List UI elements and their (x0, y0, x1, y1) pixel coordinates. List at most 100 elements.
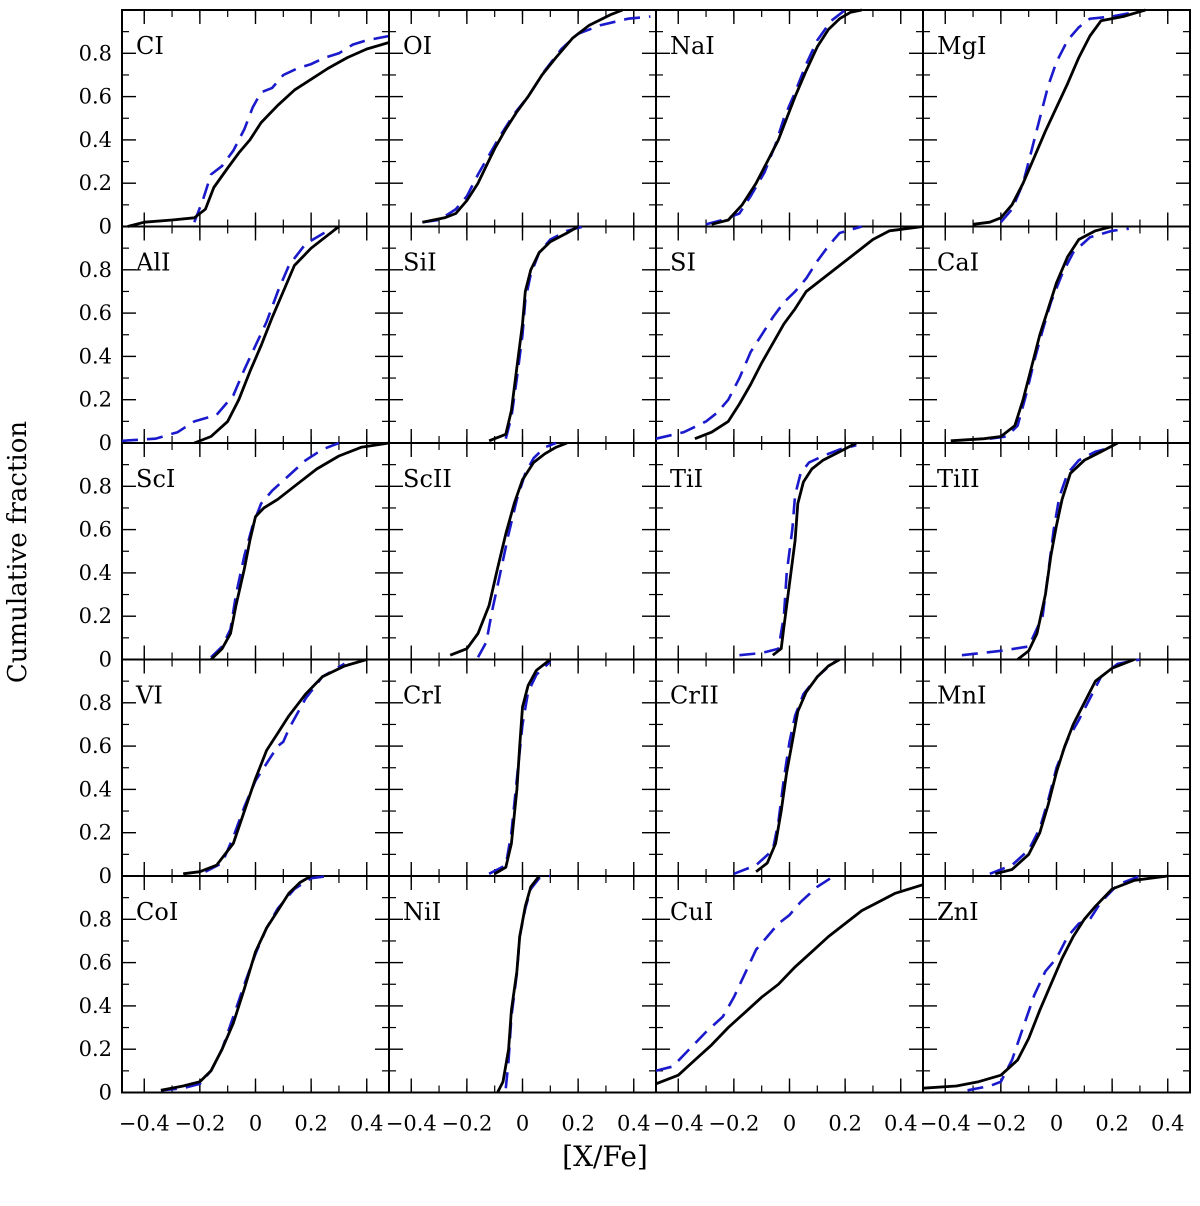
x-tick-label: −0.4 (119, 1112, 170, 1136)
y-tick-label: 0.2 (79, 171, 112, 195)
panel-MnI: MnI (922, 658, 1191, 877)
solid-series-NiI (496, 875, 541, 1094)
solid-series-CI (127, 41, 390, 228)
y-tick-label: 0.4 (79, 344, 112, 368)
panel-label-ScII: ScII (403, 465, 452, 493)
x-tick-label: 0 (1050, 1112, 1063, 1136)
x-tick-label: 0.4 (350, 1112, 383, 1136)
panel-label-TiII: TiII (937, 465, 980, 493)
solid-series-ScI (210, 441, 390, 661)
y-tick-label: 0.6 (79, 301, 112, 325)
panel-label-CI: CI (136, 32, 164, 60)
y-tick-label: 0.6 (79, 85, 112, 109)
x-tick-label: 0 (249, 1112, 262, 1136)
dashed-series-TiII (961, 446, 1113, 657)
panel-label-VI: VI (135, 682, 163, 710)
solid-series-CaI (950, 225, 1113, 443)
dashed-series-CuI (655, 874, 835, 1073)
solid-series-MgI (972, 8, 1146, 226)
solid-series-NaI (711, 8, 863, 226)
y-tick-label: 0.4 (79, 994, 112, 1018)
x-tick-label: 0.2 (294, 1112, 327, 1136)
x-tick-label: −0.4 (920, 1112, 971, 1136)
dashed-series-ZnI (967, 874, 1141, 1092)
dashed-series-CoI (160, 874, 328, 1092)
solid-series-ZnI (922, 874, 1168, 1090)
panel-label-CaI: CaI (937, 249, 979, 277)
dashed-series-MgI (999, 10, 1135, 224)
x-tick-label: 0.4 (1151, 1112, 1184, 1136)
dashed-series-NiI (504, 874, 551, 1089)
y-tick-label: 0.2 (79, 604, 112, 628)
y-tick-label: 0.8 (79, 907, 112, 931)
panel-CI: CI 0 0.2 0.4 0.6 0.8 (79, 9, 390, 239)
solid-series-CrII (755, 658, 841, 873)
dashed-series-NaI (705, 8, 846, 226)
x-tick-label: 0.4 (617, 1112, 650, 1136)
panel-label-MgI: MgI (937, 32, 986, 60)
y-tick-label: 0.4 (79, 777, 112, 801)
panel-TiII: TiII (922, 441, 1191, 661)
x-tick-label: 0.2 (561, 1112, 594, 1136)
dashed-series-ScII (476, 441, 557, 658)
panel-label-ZnI: ZnI (937, 898, 979, 926)
panel-ScI: ScI 0 0.2 0.4 0.6 0.8 (79, 441, 390, 672)
y-tick-label: 0.2 (79, 1037, 112, 1061)
y-tick-label: 0 (99, 1081, 112, 1105)
solid-series-AlI (193, 225, 340, 445)
y-tick-label: 0.6 (79, 518, 112, 542)
y-tick-label: 0.6 (79, 734, 112, 758)
panel-CaI: CaI (922, 225, 1191, 444)
y-tick-label: 0.8 (79, 41, 112, 65)
dashed-series-TiI (739, 443, 857, 657)
solid-series-MnI (994, 658, 1135, 876)
y-tick-label: 0 (99, 431, 112, 455)
x-tick-label: −0.4 (386, 1112, 437, 1136)
x-tick-label: 0 (516, 1112, 529, 1136)
y-tick-label: 0.2 (79, 388, 112, 412)
panel-label-AlI: AlI (135, 249, 171, 277)
solid-series-SI (694, 225, 924, 441)
panel-label-SI: SI (670, 249, 696, 277)
y-tick-label: 0 (99, 215, 112, 239)
panel-MgI: MgI (922, 8, 1191, 228)
dashed-series-SiI (504, 225, 585, 440)
panel-grid: CI 0 0.2 0.4 0.6 0.8 OI NaI MgI AlI 0 0.2 0.4 0.6 0.8 S… (79, 8, 1191, 1136)
panel-label-TiI: TiI (670, 465, 703, 493)
panel-CrII: CrII (655, 658, 924, 877)
panel-label-SiI: SiI (403, 249, 437, 277)
panel-label-CuI: CuI (670, 898, 713, 926)
y-tick-label: 0.8 (79, 474, 112, 498)
panel-NaI: NaI (655, 8, 924, 228)
panel-label-CrI: CrI (403, 682, 442, 710)
solid-series-OI (422, 8, 624, 224)
dashed-series-SI (655, 225, 863, 440)
y-tick-label: 0.4 (79, 128, 112, 152)
panel-VI: VI 0 0.2 0.4 0.6 0.8 (79, 658, 390, 888)
dashed-series-MnI (989, 658, 1141, 876)
panel-label-NiI: NiI (403, 898, 441, 926)
solid-series-VI (183, 658, 368, 876)
solid-series-CrI (493, 658, 552, 876)
panel-OI: OI (388, 8, 657, 228)
dashed-series-OI (422, 15, 651, 224)
y-tick-label: 0 (99, 864, 112, 888)
solid-series-TiII (1016, 441, 1119, 661)
solid-series-CoI (160, 874, 312, 1092)
y-axis-label: Cumulative fraction (3, 421, 33, 683)
solid-series-ScII (449, 441, 568, 657)
x-tick-label: 0.2 (828, 1112, 861, 1136)
panel-label-CoI: CoI (136, 898, 178, 926)
panel-frame (655, 225, 924, 444)
dashed-series-CaI (989, 227, 1129, 440)
panel-label-OI: OI (403, 32, 432, 60)
panel-label-ScI: ScI (136, 465, 175, 493)
y-tick-label: 0.2 (79, 821, 112, 845)
y-tick-label: 0.8 (79, 258, 112, 282)
x-tick-label: 0.4 (884, 1112, 917, 1136)
panel-SI: SI (655, 225, 924, 444)
x-tick-label: −0.2 (174, 1112, 225, 1136)
x-tick-label: 0 (783, 1112, 796, 1136)
panel-CuI: CuI −0.4 −0.2 0 0.2 0.4 (653, 874, 924, 1136)
panel-label-MnI: MnI (937, 682, 987, 710)
